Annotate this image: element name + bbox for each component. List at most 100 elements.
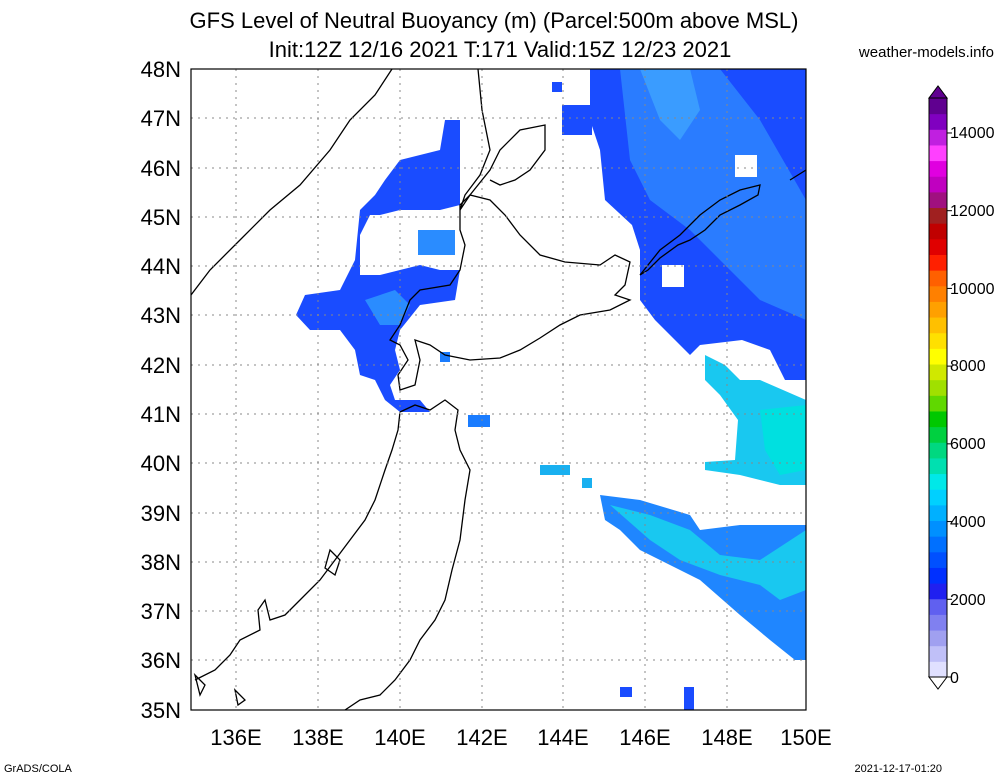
colorbar-label: 6000 bbox=[950, 436, 986, 453]
footer-software: GrADS/COLA bbox=[4, 763, 72, 775]
colorbar-segment bbox=[929, 238, 947, 255]
colorbar-segment bbox=[929, 551, 947, 568]
field-islet-5 bbox=[552, 82, 562, 92]
buoyancy-field bbox=[296, 69, 806, 710]
colorbar-segment bbox=[929, 442, 947, 459]
field-southeast-cyan bbox=[610, 505, 806, 600]
field-west-mid bbox=[365, 290, 410, 325]
lon-axis: 136E 138E 140E 142E 144E 146E 148E 150E bbox=[210, 725, 831, 750]
field-west-blue bbox=[296, 120, 460, 412]
colorbar-labels: 0 2000 4000 6000 8000 10000 12000 14000 bbox=[950, 125, 995, 687]
graticule bbox=[191, 69, 806, 710]
lat-label: 47N bbox=[141, 106, 181, 131]
colorbar-segment bbox=[929, 176, 947, 193]
coastlines bbox=[191, 69, 806, 710]
field-hole-1 bbox=[735, 155, 757, 177]
field-islet-4 bbox=[582, 478, 592, 488]
colorbar-segment bbox=[929, 395, 947, 412]
colorbar-segment bbox=[929, 364, 947, 381]
map-subtitle: Init:12Z 12/16 2021 T:171 Valid:15Z 12/2… bbox=[268, 37, 732, 62]
colorbar-segment bbox=[929, 583, 947, 600]
map-frame bbox=[190, 68, 807, 711]
colorbar-segment bbox=[929, 191, 947, 209]
colorbar-segment bbox=[929, 254, 947, 271]
colorbar-segment bbox=[929, 270, 947, 287]
lat-label: 40N bbox=[141, 451, 181, 476]
colorbar-label: 4000 bbox=[950, 514, 986, 531]
lon-label: 148E bbox=[701, 725, 752, 750]
lat-label: 46N bbox=[141, 156, 181, 181]
credit-label: weather-models.info bbox=[858, 44, 994, 61]
colorbar-max-arrow bbox=[928, 85, 948, 99]
colorbar-segment bbox=[929, 223, 947, 240]
coast-asia-mainland bbox=[191, 69, 393, 296]
field-islet-8 bbox=[562, 105, 592, 135]
field-islet-6 bbox=[620, 687, 632, 697]
lat-label: 43N bbox=[141, 303, 181, 328]
colorbar-segment bbox=[929, 645, 947, 662]
lon-label: 144E bbox=[537, 725, 588, 750]
field-east-aqua bbox=[760, 405, 806, 475]
colorbar-segment bbox=[929, 144, 947, 162]
lat-label: 37N bbox=[141, 599, 181, 624]
colorbar-frame bbox=[928, 97, 948, 678]
colorbar-segment bbox=[929, 301, 947, 318]
colorbar-segment bbox=[929, 426, 947, 443]
colorbar-label: 2000 bbox=[950, 592, 986, 609]
field-west-patch bbox=[418, 230, 455, 255]
colorbar-label: 8000 bbox=[950, 358, 986, 375]
colorbar-segment bbox=[929, 129, 947, 146]
colorbar-segment bbox=[929, 410, 947, 428]
colorbar-segment bbox=[929, 98, 947, 115]
colorbar-segment bbox=[929, 457, 947, 475]
colorbar-segment bbox=[929, 379, 947, 396]
lat-axis: 48N 47N 46N 45N 44N 43N 42N 41N 40N 39N … bbox=[141, 57, 181, 723]
colorbar-segment bbox=[929, 504, 947, 522]
lat-label: 42N bbox=[141, 353, 181, 378]
lon-label: 142E bbox=[456, 725, 507, 750]
coast-kuril-islands bbox=[639, 169, 806, 276]
field-east-light-blue bbox=[640, 69, 700, 140]
colorbar-label: 10000 bbox=[950, 281, 995, 298]
coast-sado bbox=[324, 548, 341, 577]
lon-label: 138E bbox=[292, 725, 343, 750]
field-hole-2 bbox=[662, 265, 684, 287]
lat-label: 41N bbox=[141, 402, 181, 427]
colorbar-segment bbox=[929, 630, 947, 647]
colorbar-segment bbox=[929, 160, 947, 177]
colorbar-label: 14000 bbox=[950, 125, 995, 142]
coast-sakhalin bbox=[459, 69, 546, 211]
colorbar-segment bbox=[929, 317, 947, 334]
colorbar-segment bbox=[929, 536, 947, 553]
colorbar-segment bbox=[929, 661, 947, 678]
field-islet-1 bbox=[440, 352, 450, 362]
colorbar-segment bbox=[929, 207, 947, 224]
colorbar-segment bbox=[929, 489, 947, 506]
colorbar-segment bbox=[929, 598, 947, 615]
lat-label: 35N bbox=[141, 698, 181, 723]
footer-timestamp: 2021-12-17-01:20 bbox=[854, 763, 942, 775]
colorbar-segment bbox=[929, 348, 947, 365]
lat-label: 48N bbox=[141, 57, 181, 82]
lat-label: 36N bbox=[141, 648, 181, 673]
lon-label: 150E bbox=[780, 725, 831, 750]
field-islet-2 bbox=[468, 415, 490, 427]
lon-label: 146E bbox=[619, 725, 670, 750]
field-islet-3 bbox=[540, 465, 570, 475]
colorbar-segment bbox=[929, 285, 947, 302]
lat-label: 44N bbox=[141, 254, 181, 279]
colorbar-label: 0 bbox=[950, 670, 959, 687]
coast-honshu bbox=[194, 399, 471, 710]
lat-label: 38N bbox=[141, 550, 181, 575]
coast-oki bbox=[193, 672, 247, 707]
lat-label: 45N bbox=[141, 205, 181, 230]
field-islet-7 bbox=[684, 687, 694, 710]
colorbar bbox=[928, 85, 952, 690]
colorbar-label: 12000 bbox=[950, 203, 995, 220]
map-title: GFS Level of Neutral Buoyancy (m) (Parce… bbox=[189, 8, 799, 33]
lon-label: 136E bbox=[210, 725, 261, 750]
colorbar-segment bbox=[929, 567, 947, 584]
colorbar-segment bbox=[929, 113, 947, 130]
coast-hokkaido bbox=[389, 194, 632, 391]
